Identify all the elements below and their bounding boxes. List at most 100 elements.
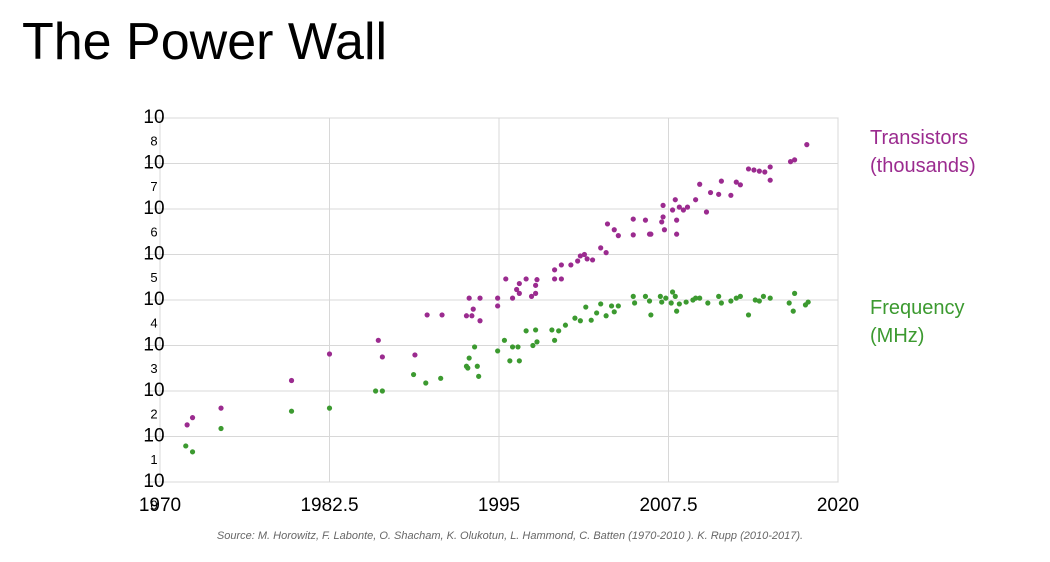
data-point: [183, 443, 189, 449]
data-point: [669, 207, 676, 213]
x-tick-label: 1995: [478, 495, 520, 516]
data-point: [438, 375, 444, 381]
data-point: [680, 207, 687, 213]
data-point: [218, 425, 224, 432]
data-point: [648, 312, 654, 318]
data-point: [632, 300, 638, 306]
data-point: [466, 295, 472, 301]
legend-entry: Transistors (thousands): [870, 127, 976, 177]
data-point: [604, 221, 611, 227]
y-tick-label: 10: [143, 153, 164, 174]
data-point: [661, 227, 668, 233]
data-point: [767, 164, 773, 170]
data-point: [697, 181, 703, 187]
data-point: [611, 309, 617, 315]
data-point: [326, 405, 333, 411]
data-point: [660, 202, 666, 208]
data-point: [503, 276, 509, 282]
data-point: [790, 308, 796, 314]
y-tick-label: 10: [143, 380, 164, 401]
y-tick-label: 10: [143, 471, 164, 492]
data-point: [751, 167, 757, 173]
y-tick-exponent: 0: [150, 497, 157, 512]
data-point: [533, 282, 539, 288]
data-point: [551, 276, 558, 282]
data-point: [379, 388, 385, 394]
data-point: [745, 166, 752, 172]
data-point: [733, 295, 739, 301]
slide-title: The Power Wall: [22, 13, 388, 71]
data-point: [470, 306, 476, 312]
data-point: [516, 280, 522, 287]
data-point: [189, 449, 196, 455]
data-point: [693, 295, 699, 301]
data-point: [707, 189, 714, 196]
data-point: [718, 300, 724, 306]
x-tick-label: 1970: [139, 495, 181, 516]
data-point: [534, 277, 540, 283]
source-note: Source: M. Horowitz, F. Labonte, O. Shac…: [216, 530, 804, 542]
data-point: [674, 217, 680, 223]
data-point: [630, 216, 636, 222]
data-point: [558, 262, 564, 268]
data-point: [693, 197, 699, 203]
chart: 1970 1982.5 1995 2007.5 20201081071061051041…: [139, 107, 859, 516]
x-tick-label: 2020: [817, 495, 859, 516]
data-point: [642, 217, 649, 223]
data-point: [412, 352, 418, 358]
data-point: [674, 308, 680, 314]
data-point: [577, 253, 583, 259]
data-point: [556, 328, 562, 334]
data-point: [676, 301, 682, 307]
data-point: [465, 365, 471, 371]
data-point: [583, 304, 589, 310]
data-point: [716, 191, 722, 197]
y-tick-exponent: 2: [150, 406, 157, 421]
data-point: [476, 373, 482, 379]
y-tick-exponent: 4: [150, 315, 157, 330]
data-point: [572, 315, 578, 321]
data-point: [466, 355, 472, 361]
data-point: [718, 178, 724, 184]
data-point: [659, 299, 665, 305]
data-point: [509, 344, 516, 350]
y-tick-exponent: 5: [150, 270, 157, 285]
data-point: [716, 293, 722, 299]
data-point: [737, 293, 743, 299]
data-point: [672, 197, 678, 203]
data-point: [657, 293, 663, 299]
data-point: [471, 344, 478, 350]
data-point: [668, 300, 674, 306]
data-point: [184, 422, 190, 428]
data-point: [598, 301, 604, 307]
data-point: [615, 233, 621, 239]
data-point: [189, 415, 196, 421]
data-point: [516, 290, 522, 296]
y-tick-label: 10: [143, 426, 164, 447]
data-point: [562, 322, 569, 328]
data-point: [423, 380, 429, 386]
data-point: [703, 209, 710, 215]
data-point: [598, 245, 604, 251]
data-point: [218, 405, 224, 411]
data-point: [477, 318, 483, 324]
data-point: [495, 348, 501, 354]
data-point: [375, 337, 381, 343]
data-point: [523, 276, 529, 282]
data-point: [728, 192, 734, 198]
data-point: [501, 337, 508, 343]
data-point: [477, 295, 483, 301]
data-point: [756, 298, 762, 304]
data-point: [410, 371, 417, 378]
data-point: [551, 337, 558, 343]
data-point: [697, 295, 703, 301]
data-point: [516, 358, 522, 364]
data-point: [603, 250, 609, 256]
y-tick-exponent: 8: [150, 133, 157, 148]
data-point: [728, 298, 734, 304]
data-point: [515, 344, 521, 350]
data-point: [533, 327, 539, 333]
data-point: [463, 313, 470, 319]
y-tick-label: 10: [143, 289, 164, 310]
